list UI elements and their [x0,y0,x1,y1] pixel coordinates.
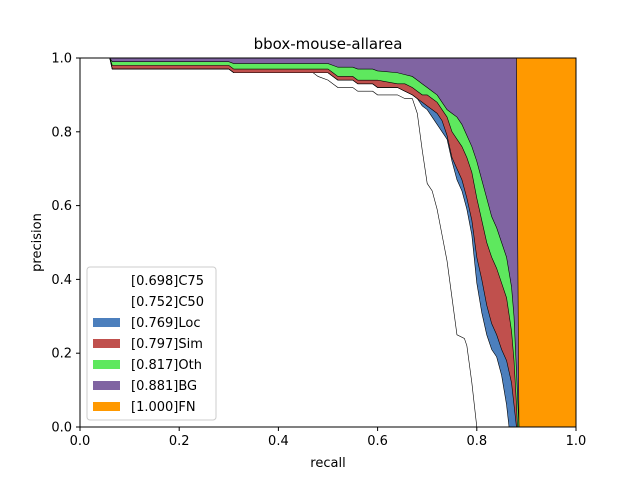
plot-frame [79,57,577,428]
legend-label: [0.698]C75 [131,274,204,289]
x-tick-label: 0.8 [466,434,487,449]
x-tick-label: 0.0 [70,434,91,449]
x-axis-ticks: 0.0 0.2 0.4 0.6 0.8 1.0 [70,427,587,449]
legend-label: [1.000]FN [131,400,196,415]
y-axis-ticks: 0.0 0.2 0.4 0.6 0.8 1.0 [51,52,80,436]
legend-label: [0.752]C50 [131,295,204,310]
y-tick-label: 0.6 [51,199,72,214]
x-tick-label: 0.6 [367,434,388,449]
legend-swatch [93,360,120,369]
chart-title: bbox-mouse-allarea [254,35,403,53]
y-tick-label: 0.8 [51,125,72,140]
x-tick-label: 0.4 [268,434,289,449]
legend-label: [0.881]BG [131,379,197,394]
y-tick-label: 0.2 [51,347,72,362]
curve-5 [80,57,520,428]
legend-swatch [93,402,120,411]
legend: [0.698]C75 [0.752]C50 [0.769]Loc [0.797]Sim… [86,266,217,421]
curve-2 [80,57,510,428]
legend-swatch [93,339,120,348]
plot-lines [80,57,520,428]
x-axis-label: recall [310,456,345,471]
y-tick-label: 0.4 [51,273,72,288]
y-tick-label: 0.0 [51,421,72,436]
legend-label: [0.797]Sim [131,337,203,352]
legend-swatch [93,381,120,390]
legend-label: [0.769]Loc [131,316,200,331]
legend-swatch [93,297,120,306]
y-tick-label: 1.0 [51,52,72,67]
x-tick-label: 0.2 [169,434,190,449]
legend-label: [0.817]Oth [131,358,202,373]
legend-swatch [93,276,120,285]
curve-4 [80,57,518,428]
x-tick-label: 1.0 [566,434,587,449]
curve-1 [80,57,478,428]
y-axis-label: precision [30,213,45,272]
legend-swatch [93,318,120,327]
